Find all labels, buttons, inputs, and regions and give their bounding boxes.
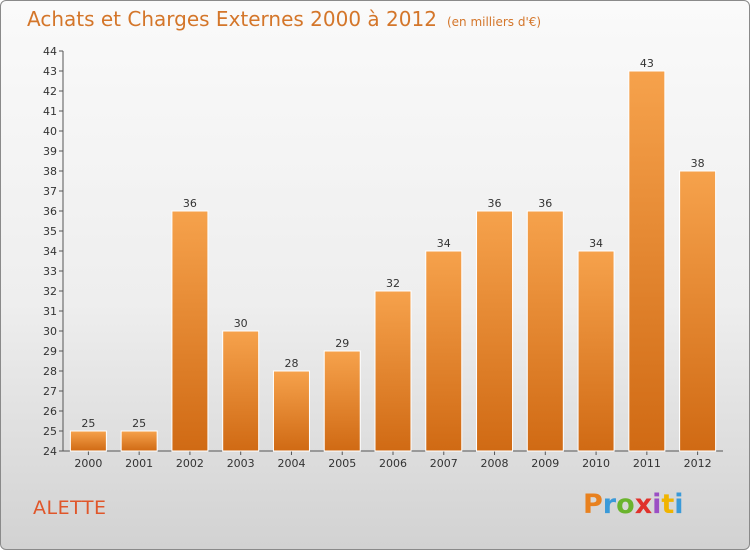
y-tick-label: 26 xyxy=(43,405,57,418)
y-tick-label: 38 xyxy=(43,165,57,178)
x-tick-label: 2005 xyxy=(328,457,356,470)
y-tick-label: 24 xyxy=(43,445,57,458)
value-label-2005: 29 xyxy=(335,337,349,350)
y-tick-label: 25 xyxy=(43,425,57,438)
value-label-2011: 43 xyxy=(640,57,654,70)
bar-2012 xyxy=(679,170,717,452)
logo-letter: x xyxy=(634,489,653,520)
value-label-2007: 34 xyxy=(437,237,451,250)
y-tick-label: 43 xyxy=(43,65,57,78)
chart-unit: (en milliers d'€) xyxy=(446,15,542,29)
y-tick-label: 27 xyxy=(43,385,57,398)
value-label-2000: 25 xyxy=(81,417,95,430)
value-label-2009: 36 xyxy=(538,197,552,210)
y-tick-label: 32 xyxy=(43,285,57,298)
x-tick-label: 2002 xyxy=(176,457,204,470)
x-tick-label: 2010 xyxy=(582,457,610,470)
proxiti-logo: Proxiti xyxy=(583,489,684,520)
bar-2004 xyxy=(272,370,310,452)
bar-2000 xyxy=(69,430,107,452)
logo-letter: r xyxy=(602,489,617,520)
y-tick-label: 31 xyxy=(43,305,57,318)
value-label-2010: 34 xyxy=(589,237,603,250)
bars xyxy=(69,70,717,452)
bar-2010 xyxy=(577,250,615,452)
logo-letter: i xyxy=(652,489,662,520)
y-tick-label: 30 xyxy=(43,325,57,338)
y-tick-label: 39 xyxy=(43,145,57,158)
logo-letter: P xyxy=(583,489,603,520)
bar-2002 xyxy=(171,210,209,452)
y-tick-label: 28 xyxy=(43,365,57,378)
bar-2006 xyxy=(374,290,412,452)
x-tick-label: 2003 xyxy=(227,457,255,470)
logo-letter: i xyxy=(674,489,684,520)
logo-letter: t xyxy=(661,489,675,520)
value-label-2004: 28 xyxy=(284,357,298,370)
y-tick-label: 33 xyxy=(43,265,57,278)
y-tick-label: 41 xyxy=(43,105,57,118)
y-tick-label: 37 xyxy=(43,185,57,198)
logo-letter: o xyxy=(616,489,635,520)
value-label-2012: 38 xyxy=(691,157,705,170)
y-tick-label: 40 xyxy=(43,125,57,138)
bar-2001 xyxy=(120,430,158,452)
x-tick-label: 2011 xyxy=(633,457,661,470)
y-tick-label: 44 xyxy=(43,45,57,58)
axes: 24 25 26 27 28 29 30 31 32 33 34 35 36 37 38 39 40 41 42 43… xyxy=(43,45,723,470)
x-tick-label: 2004 xyxy=(277,457,305,470)
value-label-2002: 36 xyxy=(183,197,197,210)
x-tick-label: 2009 xyxy=(531,457,559,470)
y-tick-label: 34 xyxy=(43,245,57,258)
x-tick-label: 2001 xyxy=(125,457,153,470)
y-tick-label: 35 xyxy=(43,225,57,238)
value-labels: 25 25 36 30 28 29 32 34 36 36 34 43 38 xyxy=(81,57,704,430)
y-tick-label: 42 xyxy=(43,85,57,98)
x-tick-label: 2007 xyxy=(430,457,458,470)
bar-2005 xyxy=(323,350,361,452)
bar-2009 xyxy=(526,210,564,452)
bar-2007 xyxy=(425,250,463,452)
bar-2003 xyxy=(222,330,260,452)
y-tick-label: 36 xyxy=(43,205,57,218)
commune-name: ALETTE xyxy=(33,497,107,519)
x-tick-label: 2000 xyxy=(74,457,102,470)
x-tick-label: 2012 xyxy=(684,457,712,470)
value-label-2001: 25 xyxy=(132,417,146,430)
bar-2008 xyxy=(476,210,514,452)
chart-title-text: Achats et Charges Externes 2000 à 2012 xyxy=(27,7,437,31)
value-label-2003: 30 xyxy=(234,317,248,330)
bar-2011 xyxy=(628,70,666,452)
value-label-2006: 32 xyxy=(386,277,400,290)
chart-title: Achats et Charges Externes 2000 à 2012 (e… xyxy=(27,7,541,31)
value-label-2008: 36 xyxy=(488,197,502,210)
x-tick-label: 2006 xyxy=(379,457,407,470)
x-tick-label: 2008 xyxy=(481,457,509,470)
y-tick-label: 29 xyxy=(43,345,57,358)
